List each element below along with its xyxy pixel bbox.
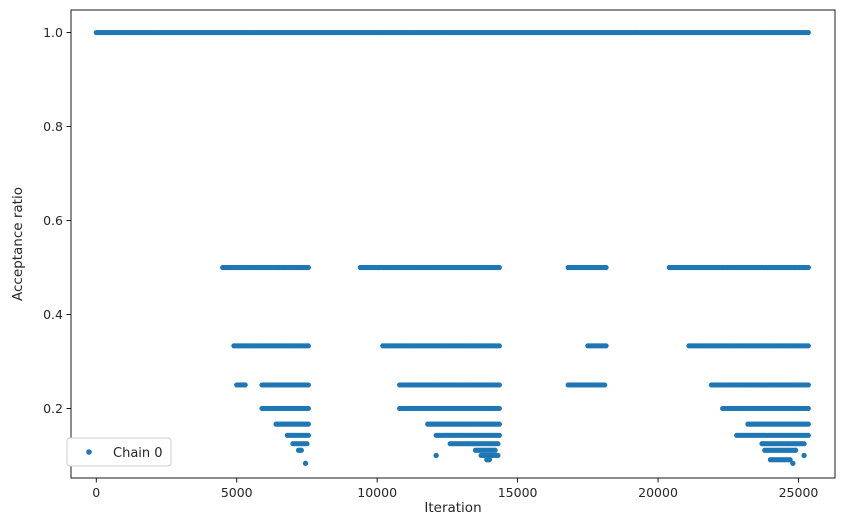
data-point bbox=[790, 460, 796, 466]
data-point bbox=[305, 264, 311, 271]
data-point bbox=[305, 343, 311, 349]
data-point bbox=[603, 343, 609, 349]
data-point bbox=[496, 405, 502, 412]
x-tick-label: 0 bbox=[92, 485, 100, 500]
x-axis-label: Iteration bbox=[424, 500, 481, 516]
data-point bbox=[305, 382, 311, 388]
y-tick-label: 0.2 bbox=[43, 401, 63, 416]
x-tick-label: 10000 bbox=[357, 485, 397, 500]
y-axis-label: Acceptance ratio bbox=[10, 187, 26, 301]
data-point bbox=[602, 382, 608, 388]
legend-label: Chain 0 bbox=[113, 446, 163, 461]
legend: Chain 0 bbox=[66, 437, 172, 467]
data-point bbox=[302, 460, 309, 466]
plot-frame bbox=[70, 9, 836, 479]
x-tick-label: 20000 bbox=[638, 485, 678, 500]
y-tick-label: 0.6 bbox=[43, 213, 63, 228]
y-axis: 0.2 0.4 0.6 0.8 1.0 bbox=[43, 25, 71, 416]
data-point bbox=[304, 441, 310, 447]
y-tick-label: 1.0 bbox=[43, 25, 63, 40]
data-points bbox=[93, 29, 811, 466]
data-point bbox=[805, 405, 811, 412]
data-point bbox=[496, 432, 502, 438]
data-point bbox=[805, 432, 811, 438]
data-point bbox=[496, 382, 502, 388]
data-point bbox=[495, 452, 501, 459]
data-point bbox=[496, 421, 502, 427]
data-point bbox=[805, 264, 811, 271]
x-tick-label: 25000 bbox=[779, 485, 819, 500]
data-point bbox=[805, 382, 811, 388]
data-point bbox=[242, 382, 248, 388]
data-point bbox=[305, 405, 311, 412]
data-point bbox=[801, 452, 807, 459]
x-tick-label: 5000 bbox=[221, 485, 253, 500]
plot-background bbox=[71, 10, 835, 478]
data-point bbox=[305, 421, 311, 427]
data-point bbox=[793, 447, 799, 453]
x-tick-label: 15000 bbox=[498, 485, 538, 500]
y-tick-label: 0.8 bbox=[43, 119, 63, 134]
legend-box bbox=[66, 437, 172, 467]
data-point bbox=[433, 452, 439, 459]
legend-marker bbox=[86, 449, 92, 455]
data-point bbox=[801, 441, 807, 447]
y-tick-label: 0.4 bbox=[43, 307, 63, 322]
data-point bbox=[603, 264, 609, 271]
data-point bbox=[805, 343, 811, 349]
data-point bbox=[496, 343, 502, 349]
data-point bbox=[496, 264, 502, 271]
data-point bbox=[492, 447, 498, 453]
data-point bbox=[805, 29, 811, 36]
data-point bbox=[495, 441, 501, 447]
data-point bbox=[305, 432, 311, 438]
data-point bbox=[805, 421, 811, 427]
data-point bbox=[787, 457, 793, 463]
data-point bbox=[298, 447, 304, 453]
x-axis: 0 5000 10000 15000 20000 25000 bbox=[92, 478, 818, 500]
data-point bbox=[486, 457, 493, 463]
